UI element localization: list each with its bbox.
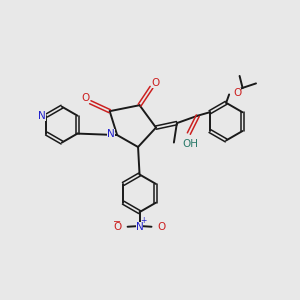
Text: O: O bbox=[233, 88, 241, 98]
Text: N: N bbox=[38, 111, 46, 121]
Text: O: O bbox=[158, 222, 166, 232]
Text: OH: OH bbox=[182, 139, 198, 149]
Text: O: O bbox=[82, 93, 90, 103]
Text: O: O bbox=[113, 222, 121, 232]
Text: N: N bbox=[136, 222, 143, 232]
Text: +: + bbox=[140, 216, 147, 225]
Text: O: O bbox=[151, 78, 160, 88]
Text: −: − bbox=[113, 217, 121, 227]
Text: N: N bbox=[107, 129, 115, 139]
